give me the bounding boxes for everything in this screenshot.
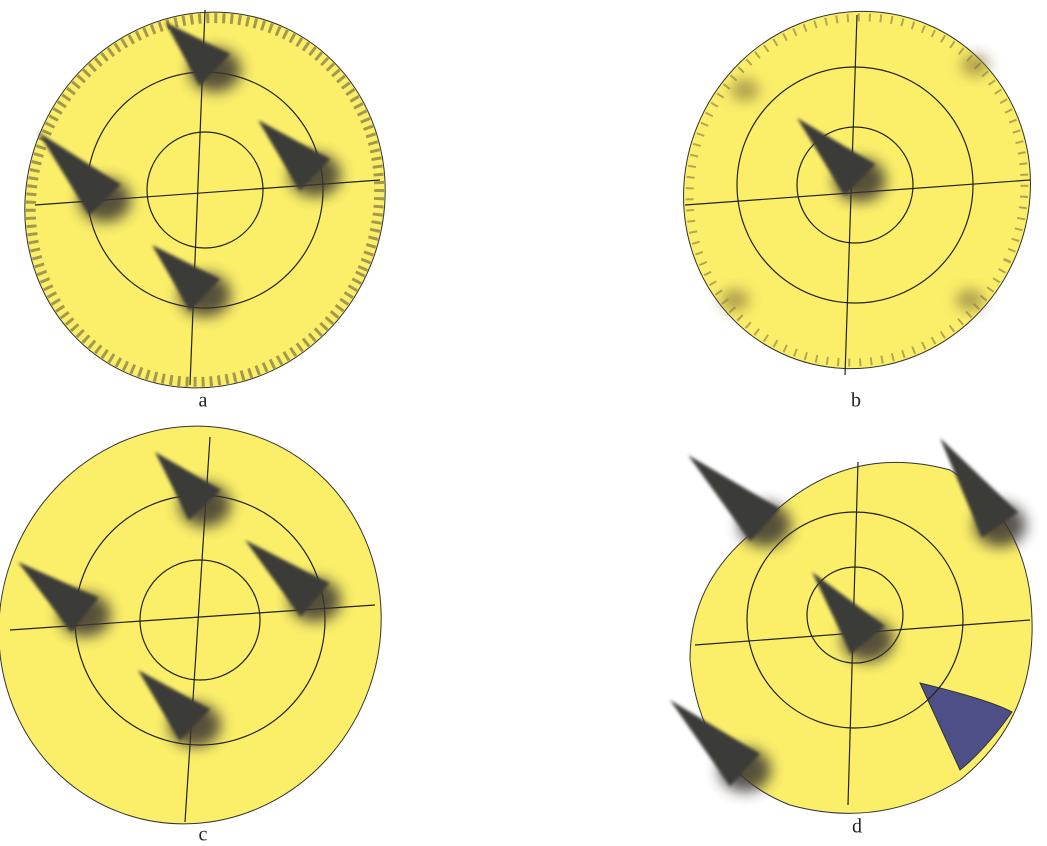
spike [670,700,761,787]
spike [812,572,885,654]
spike [688,455,780,542]
disc [0,425,382,825]
spike [797,118,876,196]
panel-label: d [852,816,862,838]
spike [165,22,231,86]
spike [258,120,331,191]
spike [245,540,330,617]
inner-ring [139,559,261,681]
panel-label: a [199,390,208,412]
spike [38,132,121,216]
spike [155,452,222,521]
disc [24,11,386,389]
panel-d [670,438,1033,814]
panel-label: b [851,390,861,412]
panel-c [0,425,382,825]
panel-a [24,9,386,389]
panel-b [683,10,1031,376]
edge-texture [685,13,1029,367]
inner-ring [146,131,264,249]
panel-label: c [199,824,208,846]
spike [152,245,221,312]
edge-texture [25,13,385,387]
blob [956,289,984,311]
spike [18,562,99,633]
spike [138,670,211,741]
blob [721,289,749,311]
outer-ring [746,511,964,729]
blob [961,54,989,76]
inner-ring [796,126,914,244]
spike [940,438,1019,538]
cut-face [919,682,1013,771]
blob [731,79,759,101]
